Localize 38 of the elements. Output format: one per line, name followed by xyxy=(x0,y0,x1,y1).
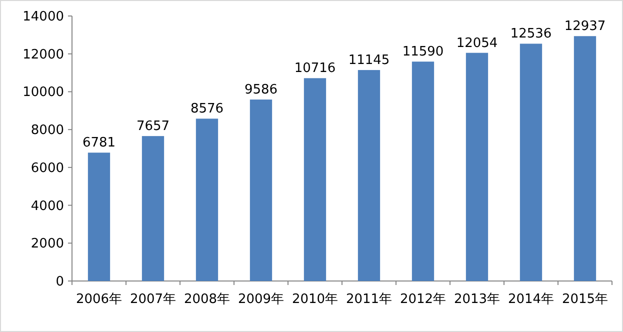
data-label: 6781 xyxy=(82,136,116,151)
data-label: 12536 xyxy=(510,26,552,42)
data-label: 11590 xyxy=(402,44,444,60)
bar xyxy=(196,118,218,281)
x-tick-label: 2013年 xyxy=(454,292,500,307)
bar xyxy=(250,100,272,281)
x-tick-label: 2007年 xyxy=(130,292,176,307)
y-tick-label: 0 xyxy=(56,274,64,290)
bar xyxy=(520,44,542,281)
y-tick-label: 14000 xyxy=(22,10,64,24)
data-label: 12937 xyxy=(564,19,606,34)
data-label: 12054 xyxy=(456,36,498,51)
x-tick-label: 2011年 xyxy=(346,292,392,307)
x-tick-label: 2008年 xyxy=(184,292,230,307)
y-tick-label: 12000 xyxy=(22,47,64,62)
data-label: 8576 xyxy=(190,102,224,117)
bar xyxy=(142,136,164,281)
data-label: 11145 xyxy=(348,53,390,68)
x-tick-label: 2010年 xyxy=(292,292,338,307)
data-label: 10716 xyxy=(294,61,336,76)
x-tick-label: 2012年 xyxy=(400,292,446,307)
bar xyxy=(88,152,110,281)
y-tick-label: 6000 xyxy=(30,160,64,176)
y-tick-label: 10000 xyxy=(22,85,64,100)
bar xyxy=(412,62,434,281)
x-tick-label: 2014年 xyxy=(508,292,554,307)
x-tick-label: 2009年 xyxy=(238,292,284,307)
bar xyxy=(304,78,326,281)
bar xyxy=(358,70,380,281)
bar xyxy=(574,36,596,281)
x-tick-label: 2015年 xyxy=(562,292,608,307)
y-tick-label: 4000 xyxy=(30,198,64,214)
y-tick-label: 2000 xyxy=(30,236,64,252)
y-tick-label: 8000 xyxy=(30,123,64,138)
x-tick-label: 2006年 xyxy=(76,292,122,307)
data-label: 7657 xyxy=(136,119,170,134)
data-label: 9586 xyxy=(244,82,278,98)
bar xyxy=(466,52,488,281)
